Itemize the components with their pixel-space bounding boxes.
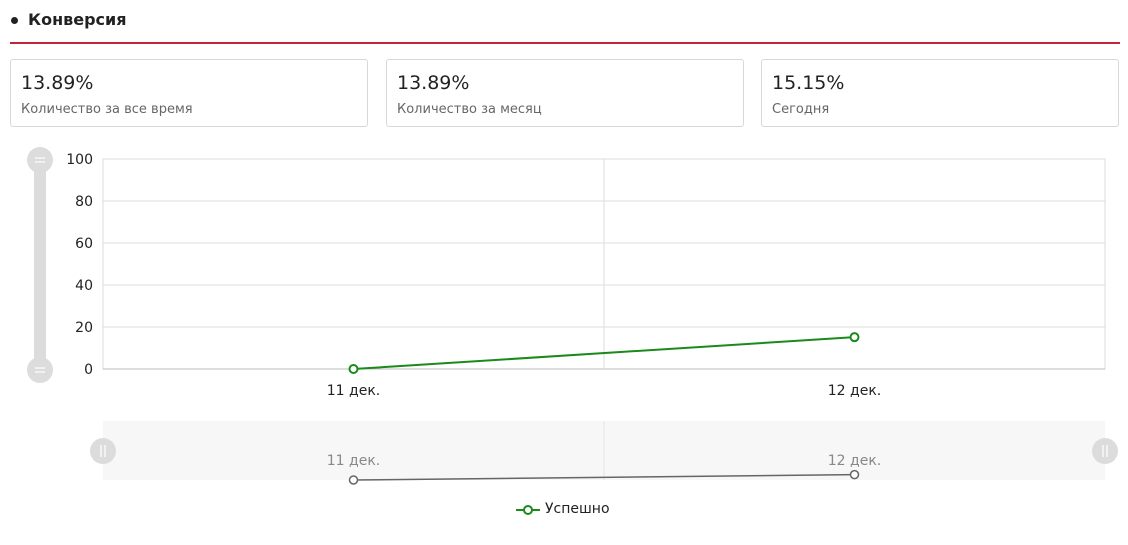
stat-label: Количество за месяц (397, 102, 542, 117)
series-line (353, 336, 855, 370)
range-handle-icon[interactable] (27, 147, 53, 173)
stat-card-all-time: 13.89% Количество за все время (10, 59, 368, 127)
y-tick-label: 60 (75, 236, 93, 252)
range-slider-track[interactable] (34, 160, 46, 370)
navigator-tick-label: 11 дек. (327, 453, 380, 469)
y-tick-label: 0 (84, 362, 93, 378)
data-point[interactable] (849, 332, 860, 343)
navigator-handle-icon[interactable] (90, 438, 116, 464)
legend-label: Успешно (545, 501, 610, 517)
y-tick-label: 40 (75, 278, 93, 294)
section-header: Конверсия (10, 8, 1120, 44)
navigator-tick-label: 12 дек. (828, 453, 881, 469)
stat-value: 13.89% (397, 72, 470, 94)
data-point[interactable] (348, 364, 359, 374)
y-tick-label: 20 (75, 320, 93, 336)
stat-card-month: 13.89% Количество за месяц (386, 59, 744, 127)
section-title: Конверсия (28, 10, 127, 29)
range-handle-icon[interactable] (27, 357, 53, 383)
bullet-dot-icon (11, 17, 18, 24)
legend-line-marker-icon (516, 505, 540, 515)
stat-card-today: 15.15% Сегодня (761, 59, 1119, 127)
stat-label: Количество за все время (21, 102, 193, 117)
stat-value: 15.15% (772, 72, 845, 94)
navigator-series-line (353, 473, 855, 481)
navigator-point (849, 469, 860, 480)
stat-label: Сегодня (772, 102, 830, 117)
x-tick-label: 11 дек. (327, 383, 380, 399)
x-tick-label: 12 дек. (828, 383, 881, 399)
y-tick-label: 80 (75, 194, 93, 210)
navigator-handle-icon[interactable] (1092, 438, 1118, 464)
stat-value: 13.89% (21, 72, 94, 94)
navigator-point (348, 475, 359, 485)
y-tick-label: 100 (66, 152, 93, 168)
